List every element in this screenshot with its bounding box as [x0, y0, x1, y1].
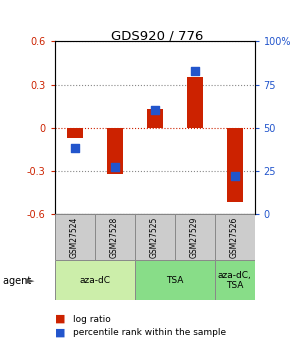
Bar	[95, 214, 135, 260]
Bar	[55, 214, 95, 260]
Bar	[135, 214, 175, 260]
Text: TSA: TSA	[166, 276, 183, 285]
Text: GSM27526: GSM27526	[230, 217, 239, 258]
Text: GDS920 / 776: GDS920 / 776	[112, 29, 204, 42]
Bar	[107, 128, 122, 174]
Bar	[147, 109, 162, 128]
Bar	[135, 260, 215, 300]
Text: ■: ■	[55, 328, 65, 338]
Text: GSM27528: GSM27528	[110, 217, 119, 258]
Bar	[227, 128, 242, 203]
Text: aza-dC,
TSA: aza-dC, TSA	[218, 270, 251, 290]
Bar	[67, 128, 82, 138]
Bar	[55, 260, 135, 300]
Text: ■: ■	[55, 314, 65, 324]
Text: agent: agent	[3, 276, 35, 286]
Bar	[215, 260, 255, 300]
Text: log ratio: log ratio	[73, 315, 111, 324]
Point	[72, 146, 77, 151]
Point	[232, 173, 237, 179]
Text: aza-dC: aza-dC	[79, 276, 110, 285]
Text: GSM27524: GSM27524	[70, 217, 79, 258]
Point	[192, 68, 197, 73]
Point	[112, 165, 117, 170]
Bar	[215, 214, 255, 260]
Text: GSM27525: GSM27525	[150, 217, 159, 258]
Bar	[187, 77, 202, 128]
Text: GSM27529: GSM27529	[190, 217, 199, 258]
Point	[152, 108, 157, 113]
Text: percentile rank within the sample: percentile rank within the sample	[73, 328, 226, 337]
Bar	[175, 214, 215, 260]
Text: ►: ►	[26, 276, 34, 286]
